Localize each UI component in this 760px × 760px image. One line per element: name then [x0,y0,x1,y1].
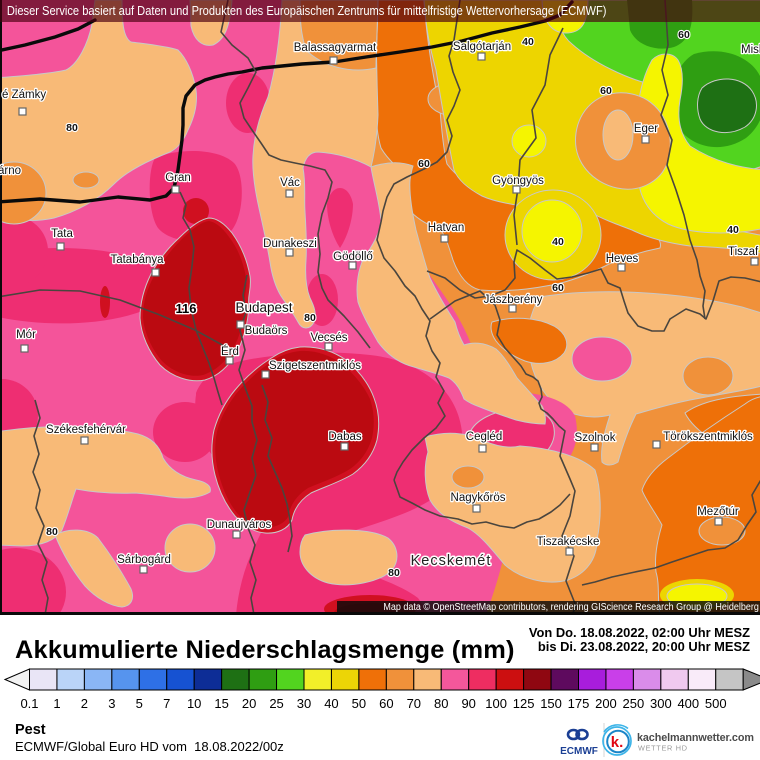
svg-text:60: 60 [418,158,430,170]
svg-text:Vác: Vác [280,177,300,189]
svg-text:40: 40 [727,224,739,236]
svg-text:80: 80 [304,312,316,324]
svg-text:50: 50 [352,696,366,711]
svg-text:300: 300 [650,696,672,711]
svg-text:1: 1 [53,696,60,711]
svg-text:5: 5 [136,696,143,711]
svg-text:25: 25 [269,696,283,711]
svg-text:Szolnok: Szolnok [575,432,616,444]
svg-text:Érd: Érd [221,345,239,358]
svg-text:árno: árno [0,165,21,177]
svg-text:Hatvan: Hatvan [428,222,464,234]
svg-text:250: 250 [623,696,645,711]
svg-text:Gyöngyös: Gyöngyös [492,175,544,187]
svg-text:80: 80 [46,526,58,538]
svg-text:125: 125 [513,696,535,711]
svg-text:20: 20 [242,696,256,711]
svg-text:2: 2 [81,696,88,711]
svg-text:60: 60 [600,85,612,97]
svg-text:Balassagyarmat: Balassagyarmat [294,42,377,54]
svg-text:10: 10 [187,696,201,711]
svg-text:40: 40 [522,36,534,48]
svg-text:Nagykőrös: Nagykőrös [451,492,506,504]
svg-text:Jászberény: Jászberény [484,294,543,306]
svg-text:150: 150 [540,696,562,711]
svg-text:Sárbogárd: Sárbogárd [117,554,171,566]
svg-text:Dunakeszi: Dunakeszi [263,238,317,250]
svg-text:80: 80 [66,122,78,134]
svg-text:Tiszaf: Tiszaf [728,246,759,258]
svg-text:80: 80 [388,567,400,579]
svg-text:Szigetszentmiklós: Szigetszentmiklós [269,360,361,372]
svg-text:40: 40 [324,696,338,711]
svg-text:116: 116 [176,301,197,316]
svg-text:Dunaújváros: Dunaújváros [207,519,272,531]
svg-text:70: 70 [407,696,421,711]
svg-text:40: 40 [552,236,564,248]
svg-text:Heves: Heves [606,253,639,265]
svg-text:Tatabánya: Tatabánya [110,254,164,266]
svg-text:7: 7 [163,696,170,711]
svg-text:ECMWF: ECMWF [560,746,598,757]
svg-text:Mezőtúr: Mezőtúr [697,506,739,518]
svg-text:Eger: Eger [634,123,658,135]
svg-text:80: 80 [434,696,448,711]
svg-text:kachelmannwetter.com: kachelmannwetter.com [637,732,754,744]
svg-text:é Zámky: é Zámky [2,89,46,101]
svg-text:k.: k. [611,734,624,751]
svg-text:175: 175 [568,696,590,711]
svg-text:60: 60 [552,282,564,294]
svg-text:3: 3 [108,696,115,711]
svg-text:Mór: Mór [16,329,36,341]
svg-text:Gran: Gran [165,172,191,184]
svg-text:30: 30 [297,696,311,711]
svg-text:0.1: 0.1 [20,696,38,711]
svg-text:Budaörs: Budaörs [245,325,288,337]
svg-text:Misk: Misk [741,44,760,56]
svg-text:15: 15 [214,696,228,711]
svg-text:Székesfehérvár: Székesfehérvár [46,424,126,436]
svg-text:500: 500 [705,696,727,711]
svg-text:Vecsés: Vecsés [310,332,347,344]
svg-text:Cegléd: Cegléd [466,431,502,443]
svg-text:Dabas: Dabas [328,431,361,443]
svg-text:100: 100 [485,696,507,711]
svg-text:Tata: Tata [51,228,73,240]
svg-text:60: 60 [678,29,690,41]
svg-text:Tiszakécske: Tiszakécske [537,536,600,548]
svg-text:WETTER HD: WETTER HD [638,744,688,753]
svg-text:Gödöllő: Gödöllő [333,251,373,263]
svg-text:400: 400 [677,696,699,711]
svg-text:90: 90 [461,696,475,711]
svg-text:60: 60 [379,696,393,711]
svg-text:Budapest: Budapest [235,300,292,315]
svg-text:Törökszentmiklós: Törökszentmiklós [663,431,753,443]
svg-text:Salgótarján: Salgótarján [453,41,511,53]
svg-text:Kecskemét: Kecskemét [411,553,492,569]
svg-text:200: 200 [595,696,617,711]
